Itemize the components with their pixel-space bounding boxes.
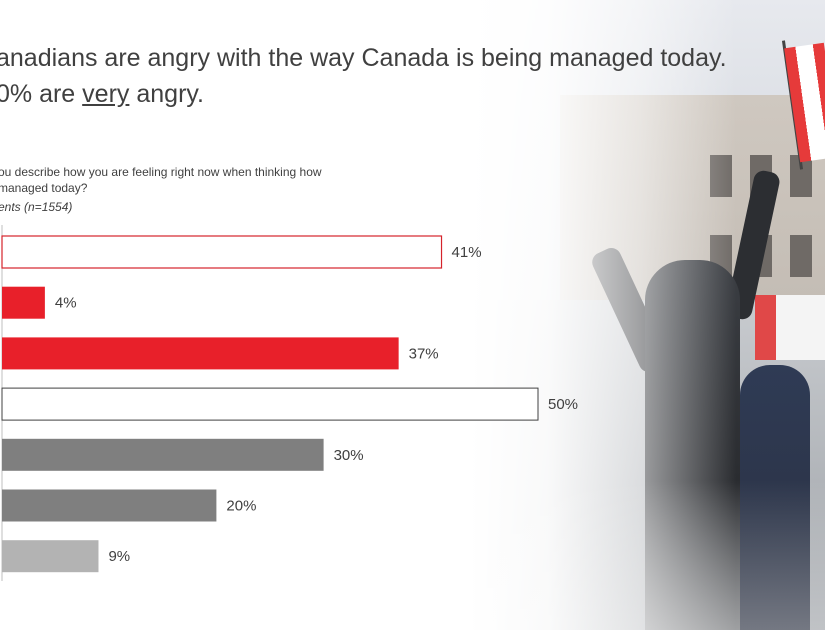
bar-1 (1, 235, 443, 269)
bar-value-label-6: 20% (226, 498, 256, 515)
question-line-1: ou describe how you are feeling right no… (0, 165, 322, 179)
bar-3 (2, 337, 399, 370)
bar-chart: 41% 4% 37% 50% 30% 20% 9% (1, 225, 578, 581)
bar-5 (2, 438, 324, 471)
bar-4 (1, 387, 539, 421)
headline-line-2: 0% are very angry. (0, 80, 204, 108)
bar-value-label-7: 9% (108, 548, 130, 565)
bar-6 (2, 489, 217, 522)
headline-line-1: anadians are angry with the way Canada i… (0, 44, 727, 72)
survey-question: ou describe how you are feeling right no… (0, 164, 418, 196)
headline: anadians are angry with the way Canada i… (0, 40, 756, 112)
bar-value-label-5: 30% (334, 447, 364, 464)
bar-7 (2, 540, 99, 573)
bar-value-label-1: 41% (452, 244, 482, 261)
question-line-2: managed today? (0, 181, 88, 195)
underlined-word: very (82, 80, 130, 108)
base-note: ents (n=1554) (0, 200, 73, 214)
bar-value-label-3: 37% (409, 345, 439, 362)
bar-2 (2, 286, 45, 319)
bar-value-label-4: 50% (548, 396, 578, 413)
bar-value-label-2: 4% (55, 295, 77, 312)
